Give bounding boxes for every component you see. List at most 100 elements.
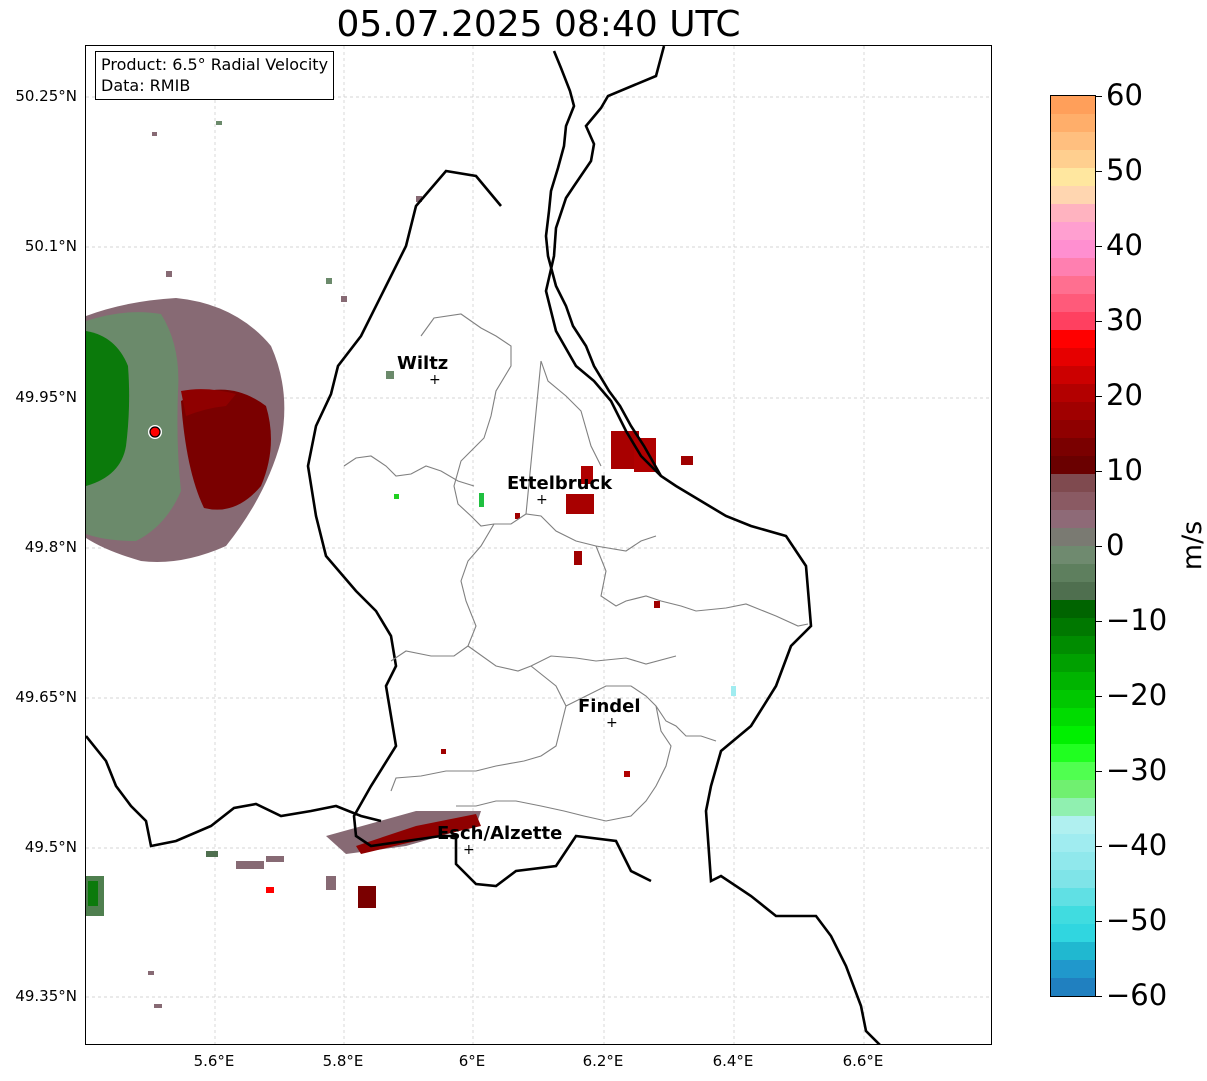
country-border <box>86 46 881 1044</box>
lat-label: 49.8°N <box>24 538 77 556</box>
colorbar-segment <box>1051 510 1095 529</box>
lon-label: 6°E <box>458 1052 486 1070</box>
city-marker-ettelbruck: + <box>536 492 548 508</box>
colorbar-segment <box>1051 168 1095 187</box>
colorbar-tick-label: 20 <box>1106 378 1143 412</box>
colorbar-tick-label: 10 <box>1106 453 1143 487</box>
colorbar-segment <box>1051 816 1095 835</box>
colorbar-segment <box>1051 546 1095 565</box>
colorbar-tick-label: 0 <box>1106 528 1125 562</box>
colorbar-tick <box>1096 171 1102 172</box>
colorbar-segment <box>1051 978 1095 996</box>
city-marker-esch: + <box>463 842 475 858</box>
colorbar-segment <box>1051 96 1095 115</box>
colorbar-segment <box>1051 564 1095 583</box>
colorbar-tick-label: −10 <box>1106 603 1168 637</box>
colorbar-segment <box>1051 294 1095 313</box>
city-markers: Wiltz + Ettelbruck + Findel + Esch/Alzet… <box>397 353 641 858</box>
lat-label: 49.95°N <box>15 388 77 406</box>
chart-title: 05.07.2025 08:40 UTC <box>336 4 741 45</box>
city-label-findel: Findel <box>578 696 641 717</box>
colorbar-segment <box>1051 456 1095 475</box>
colorbar-segment <box>1051 636 1095 655</box>
city-label-wiltz: Wiltz <box>397 353 448 374</box>
colorbar-segment <box>1051 726 1095 745</box>
lon-label: 6.2°E <box>582 1052 624 1070</box>
colorbar-segment <box>1051 942 1095 961</box>
lat-label: 49.65°N <box>15 688 77 706</box>
city-marker-wiltz: + <box>429 372 441 388</box>
colorbar-segment <box>1051 348 1095 367</box>
colorbar-segment <box>1051 204 1095 223</box>
lon-label: 6.6°E <box>842 1052 884 1070</box>
product-info-box: Product: 6.5° Radial Velocity Data: RMIB <box>95 51 335 100</box>
colorbar-segment <box>1051 618 1095 637</box>
city-marker-findel: + <box>606 715 618 731</box>
colorbar-segment <box>1051 276 1095 295</box>
colorbar-segment <box>1051 150 1095 169</box>
colorbar-segment <box>1051 240 1095 259</box>
lon-label: 6.4°E <box>712 1052 754 1070</box>
colorbar-tick <box>1096 96 1102 97</box>
colorbar-tick <box>1096 996 1102 997</box>
colorbar-segment <box>1051 888 1095 907</box>
colorbar-tick <box>1096 621 1102 622</box>
radar-site-marker <box>149 426 161 438</box>
colorbar-segment <box>1051 600 1095 619</box>
colorbar-tick <box>1096 546 1102 547</box>
colorbar-tick <box>1096 771 1102 772</box>
colorbar-tick-label: 50 <box>1106 153 1143 187</box>
colorbar-segment <box>1051 798 1095 817</box>
colorbar-unit-label: m/s <box>1177 520 1207 571</box>
colorbar-segment <box>1051 654 1095 673</box>
lat-label: 49.35°N <box>15 987 77 1005</box>
lon-label: 5.8°E <box>322 1052 364 1070</box>
colorbar-tick <box>1096 846 1102 847</box>
colorbar-tick-label: 30 <box>1106 303 1143 337</box>
colorbar-segment <box>1051 402 1095 421</box>
colorbar-tick-label: 40 <box>1106 228 1143 262</box>
data-source-label: Data: RMIB <box>101 76 191 95</box>
colorbar-tick <box>1096 696 1102 697</box>
colorbar-tick <box>1096 321 1102 322</box>
city-label-esch: Esch/Alzette <box>437 823 562 844</box>
colorbar-segment <box>1051 366 1095 385</box>
colorbar-segment <box>1051 114 1095 133</box>
colorbar-tick <box>1096 396 1102 397</box>
colorbar-tick <box>1096 246 1102 247</box>
colorbar-tick-label: −50 <box>1106 903 1168 937</box>
city-label-ettelbruck: Ettelbruck <box>507 473 613 494</box>
colorbar-segment <box>1051 852 1095 871</box>
colorbar-tick-label: −30 <box>1106 753 1168 787</box>
colorbar-segment <box>1051 780 1095 799</box>
lat-label: 50.1°N <box>24 237 77 255</box>
colorbar-segment <box>1051 690 1095 709</box>
colorbar-tick <box>1096 471 1102 472</box>
map-svg: Wiltz + Ettelbruck + Findel + Esch/Alzet… <box>86 46 991 1044</box>
colorbar-segment <box>1051 960 1095 979</box>
colorbar-segment <box>1051 906 1095 925</box>
colorbar-segment <box>1051 420 1095 439</box>
colorbar <box>1050 95 1096 997</box>
colorbar-segment <box>1051 672 1095 691</box>
colorbar-segment <box>1051 132 1095 151</box>
colorbar-segment <box>1051 312 1095 331</box>
colorbar-segment <box>1051 870 1095 889</box>
colorbar-segment <box>1051 528 1095 547</box>
colorbar-segment <box>1051 222 1095 241</box>
colorbar-segment <box>1051 330 1095 349</box>
colorbar-segment <box>1051 924 1095 943</box>
map-panel[interactable]: Wiltz + Ettelbruck + Findel + Esch/Alzet… <box>85 45 992 1045</box>
colorbar-segment <box>1051 438 1095 457</box>
colorbar-segment <box>1051 474 1095 493</box>
lon-label: 5.6°E <box>193 1052 235 1070</box>
colorbar-segment <box>1051 384 1095 403</box>
colorbar-segment <box>1051 762 1095 781</box>
lat-label: 49.5°N <box>24 838 77 856</box>
colorbar-segment <box>1051 744 1095 763</box>
radar-echo-disc <box>86 298 285 562</box>
product-label: Product: 6.5° Radial Velocity <box>101 55 329 74</box>
colorbar-segment <box>1051 492 1095 511</box>
colorbar-segment <box>1051 582 1095 601</box>
colorbar-tick-label: −20 <box>1106 678 1168 712</box>
